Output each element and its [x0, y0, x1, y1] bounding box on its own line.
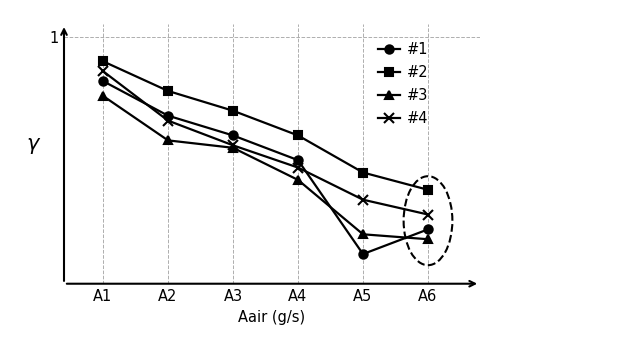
#2 [99, 59, 107, 63]
#2 [294, 133, 302, 137]
#1 [99, 79, 107, 83]
#1 [164, 113, 172, 118]
Y-axis label: γ: γ [26, 134, 38, 154]
#3 [164, 138, 172, 143]
X-axis label: Aair (g/s): Aair (g/s) [239, 310, 305, 325]
#2 [164, 89, 172, 93]
#3 [424, 237, 432, 241]
#3 [294, 178, 302, 182]
#4 [164, 119, 172, 123]
#4 [99, 69, 107, 73]
#2 [424, 188, 432, 192]
#1 [424, 227, 432, 231]
#1 [229, 133, 237, 137]
Line: #4: #4 [98, 66, 433, 219]
#1 [294, 158, 302, 162]
#4 [229, 143, 237, 147]
#2 [229, 109, 237, 113]
Legend: #1, #2, #3, #4: #1, #2, #3, #4 [375, 39, 431, 129]
Line: #3: #3 [99, 92, 432, 243]
Line: #1: #1 [99, 77, 432, 258]
#4 [294, 165, 302, 170]
#4 [424, 212, 432, 217]
#3 [99, 94, 107, 98]
#2 [359, 171, 367, 175]
#3 [359, 232, 367, 236]
Line: #2: #2 [99, 57, 432, 194]
#1 [359, 252, 367, 256]
#3 [229, 146, 237, 150]
#4 [359, 198, 367, 202]
